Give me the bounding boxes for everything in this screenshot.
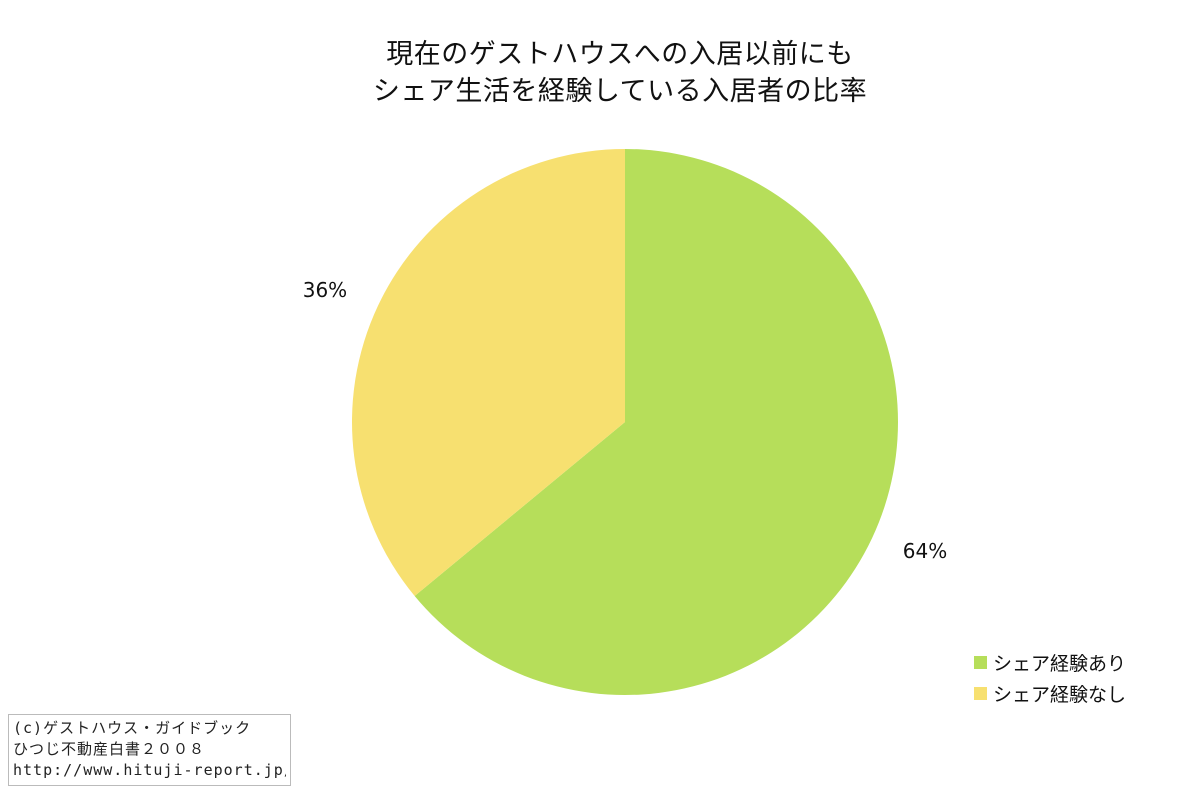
legend-label-experienced: シェア経験あり [993,653,1127,675]
credit-line-2: ひつじ不動産白書２００８ [13,740,206,758]
credit-url[interactable]: http://www.hituji-report.jp/ [13,761,286,779]
legend-swatch-not-experienced [974,687,987,700]
chart-title-line-2: シェア生活を経験している入居者の比率 [372,76,868,107]
slice-label-experienced: 64% [903,539,947,563]
credit-line-1: (c)ゲストハウス・ガイドブック [13,719,252,737]
legend-item-not-experienced: シェア経験なし [974,678,1126,709]
pie-slice-experienced [414,149,898,696]
credit-box: (c)ゲストハウス・ガイドブック ひつじ不動産白書２００８ http://www… [8,714,291,786]
legend: シェア経験あり シェア経験なし [974,647,1126,709]
legend-swatch-experienced [974,656,987,669]
slice-label-not-experienced: 36% [303,278,347,302]
legend-label-not-experienced: シェア経験なし [993,684,1127,706]
legend-item-experienced: シェア経験あり [974,647,1126,678]
chart-title: 現在のゲストハウスへの入居以前にも シェア生活を経験している入居者の比率 [0,36,1200,110]
chart-title-line-1: 現在のゲストハウスへの入居以前にも [386,39,854,70]
pie-slice-not-experienced [351,149,625,597]
